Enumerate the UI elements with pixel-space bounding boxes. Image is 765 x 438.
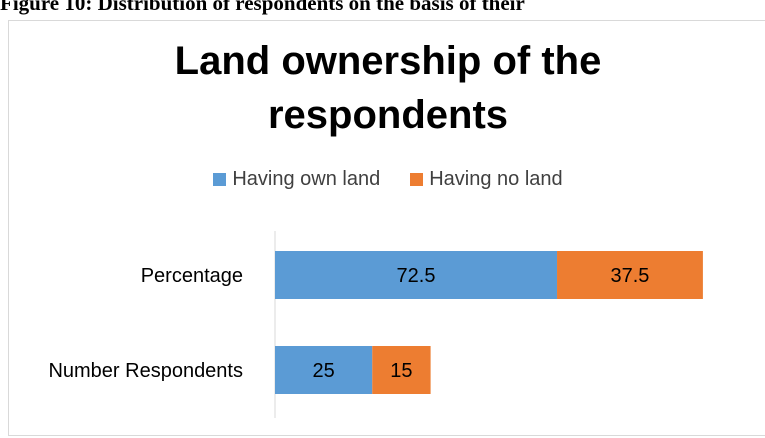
chart-legend: Having own land Having no land [0, 168, 765, 191]
category-label-percentage: Percentage [141, 265, 243, 287]
legend-swatch-own-land [213, 173, 227, 186]
legend-item-no-land: Having no land [410, 168, 563, 191]
legend-label-own-land: Having own land [232, 168, 381, 190]
legend-item-own-land: Having own land [213, 168, 380, 191]
chart-title-line-1: Land ownership of the [174, 39, 602, 83]
bar-number-respondents-having-no-land [372, 346, 431, 394]
category-label-number-respondents: Number Respondents [48, 360, 243, 382]
figure-caption: Figure 10: Distribution of respondents o… [0, 0, 525, 15]
legend-label-no-land: Having no land [429, 168, 563, 190]
legend-swatch-no-land [410, 173, 424, 186]
bar-percentage-having-own-land [275, 251, 558, 299]
data-label-number-respondents-having-own-land: 25 [313, 360, 335, 382]
data-label-percentage-having-no-land: 37.5 [610, 265, 649, 287]
bars-group: Percentage 72.5 37.5 Number Respondents 25 15 [48, 251, 703, 394]
data-label-percentage-having-own-land: 72.5 [397, 265, 436, 287]
data-label-number-respondents-having-no-land: 15 [390, 360, 412, 382]
chart-title-line-2: respondents [267, 93, 509, 137]
bar-percentage-having-no-land [557, 251, 703, 299]
chart-title: Land ownership of the respondents [0, 34, 765, 142]
bar-number-respondents-having-own-land [275, 346, 373, 394]
